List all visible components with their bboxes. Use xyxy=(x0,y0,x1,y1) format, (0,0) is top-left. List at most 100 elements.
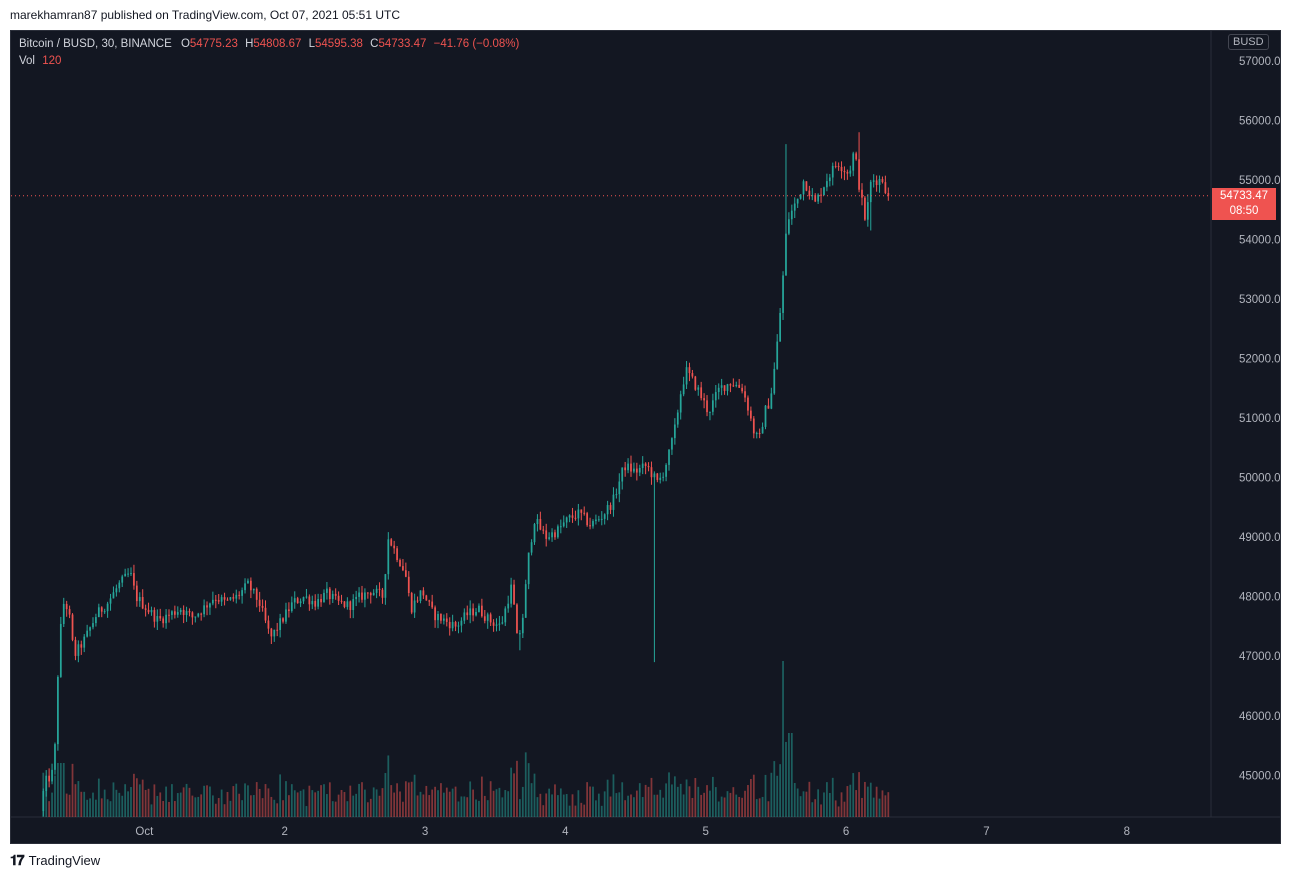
chart-frame[interactable]: 57000.00 56000.00 55000.00 54000.00 53000.00… xyxy=(10,30,1281,844)
y-tick-label: 49000.00 xyxy=(1239,532,1280,544)
candle-body xyxy=(311,600,314,605)
candle-body xyxy=(176,612,179,615)
candle-body xyxy=(323,592,325,603)
candle-body xyxy=(159,616,162,619)
candle-body xyxy=(714,392,717,401)
volume-bar xyxy=(217,798,220,817)
candle-body xyxy=(361,592,363,600)
volume-bar xyxy=(676,786,679,817)
volume-bar xyxy=(150,804,153,817)
volume-bar xyxy=(504,790,507,817)
volume-bar xyxy=(668,772,670,817)
volume-bar xyxy=(127,791,129,817)
volume-bar xyxy=(299,790,302,817)
volume-bar xyxy=(59,763,62,817)
volume-bar xyxy=(244,783,246,817)
change-value: −41.76 (−0.08%) xyxy=(433,38,520,50)
volume-bar xyxy=(726,791,729,817)
volume-bar xyxy=(524,752,527,817)
volume-bar xyxy=(615,793,618,817)
currency-badge[interactable]: BUSD xyxy=(1228,34,1269,50)
candle-body xyxy=(741,387,743,392)
candle-body xyxy=(434,607,436,621)
candle-body xyxy=(454,622,457,627)
volume-bar xyxy=(124,784,127,817)
candle-body xyxy=(194,616,197,618)
volume-bar xyxy=(606,779,609,817)
candle-body xyxy=(402,566,404,571)
symbol-title[interactable]: Bitcoin / BUSD, 30, BINANCE xyxy=(19,38,172,50)
volume-bar xyxy=(592,786,594,817)
x-tick-label: 8 xyxy=(1124,826,1130,838)
footer-brand[interactable]: 𝟏𝟕 TradingView xyxy=(10,852,100,869)
volume-bar xyxy=(732,787,735,817)
candle-body xyxy=(834,165,837,167)
volume-bar xyxy=(457,801,460,817)
volume-bar xyxy=(361,782,363,817)
candle-body xyxy=(840,166,843,172)
volume-bar xyxy=(691,797,694,817)
volume-bar xyxy=(764,774,767,817)
volume-bar xyxy=(568,805,571,817)
volume-label[interactable]: Vol xyxy=(19,55,35,67)
volume-bar xyxy=(516,760,518,817)
candle-body xyxy=(95,617,97,624)
candle-body xyxy=(852,153,855,171)
volume-bar xyxy=(557,795,559,817)
volume-bar xyxy=(422,794,425,817)
price-chart[interactable]: 57000.00 56000.00 55000.00 54000.00 53000.00… xyxy=(11,31,1280,843)
volume-bar xyxy=(80,791,83,817)
volume-bar xyxy=(369,798,372,817)
candle-body xyxy=(358,592,360,597)
candle-body xyxy=(767,405,770,409)
volume-bar xyxy=(144,789,147,817)
volume-bar xyxy=(548,788,551,817)
candle-body xyxy=(460,620,463,626)
volume-bar xyxy=(302,789,305,817)
x-tick-label: 6 xyxy=(843,826,849,838)
volume-bar xyxy=(861,797,863,817)
volume-bar xyxy=(106,799,109,817)
candle-body xyxy=(244,583,246,591)
volume-bar xyxy=(86,799,89,817)
candle-body xyxy=(258,599,261,606)
candle-body xyxy=(463,612,466,621)
volume-bar xyxy=(793,782,796,817)
volume-bar xyxy=(235,783,238,817)
volume-bar xyxy=(823,792,825,817)
volume-bar xyxy=(220,789,223,817)
candle-body xyxy=(425,595,428,601)
candle-body xyxy=(869,181,872,203)
candle-body xyxy=(653,473,656,478)
candle-body xyxy=(372,592,375,596)
candle-body xyxy=(364,592,366,600)
candle-body xyxy=(328,588,331,600)
candle-body xyxy=(217,600,220,602)
candle-body xyxy=(150,610,153,613)
volume-bar xyxy=(434,786,436,817)
volume-bar xyxy=(808,781,811,817)
candle-body xyxy=(747,397,749,411)
candle-body xyxy=(577,509,580,519)
last-price-value: 54733.47 xyxy=(1220,189,1268,202)
volume-bar xyxy=(214,803,217,817)
candle-body xyxy=(627,463,629,471)
volume-bar xyxy=(229,800,232,817)
candle-body xyxy=(717,387,720,393)
volume-bar xyxy=(109,801,112,817)
chart-legend: Bitcoin / BUSD, 30, BINANCE O54775.23 H5… xyxy=(19,36,519,70)
volume-bar xyxy=(209,786,211,817)
candle-body xyxy=(410,592,413,613)
volume-bar xyxy=(115,789,118,817)
candle-body xyxy=(121,576,124,583)
volume-bar xyxy=(752,774,755,817)
volume-bar xyxy=(776,775,779,817)
candle-body xyxy=(320,599,322,603)
candle-body xyxy=(349,601,352,610)
volume-bar xyxy=(255,782,258,817)
candle-body xyxy=(478,605,480,612)
candle-body xyxy=(519,633,521,635)
volume-bar xyxy=(185,783,188,817)
volume-bar xyxy=(609,796,612,817)
candle-body xyxy=(679,394,682,413)
